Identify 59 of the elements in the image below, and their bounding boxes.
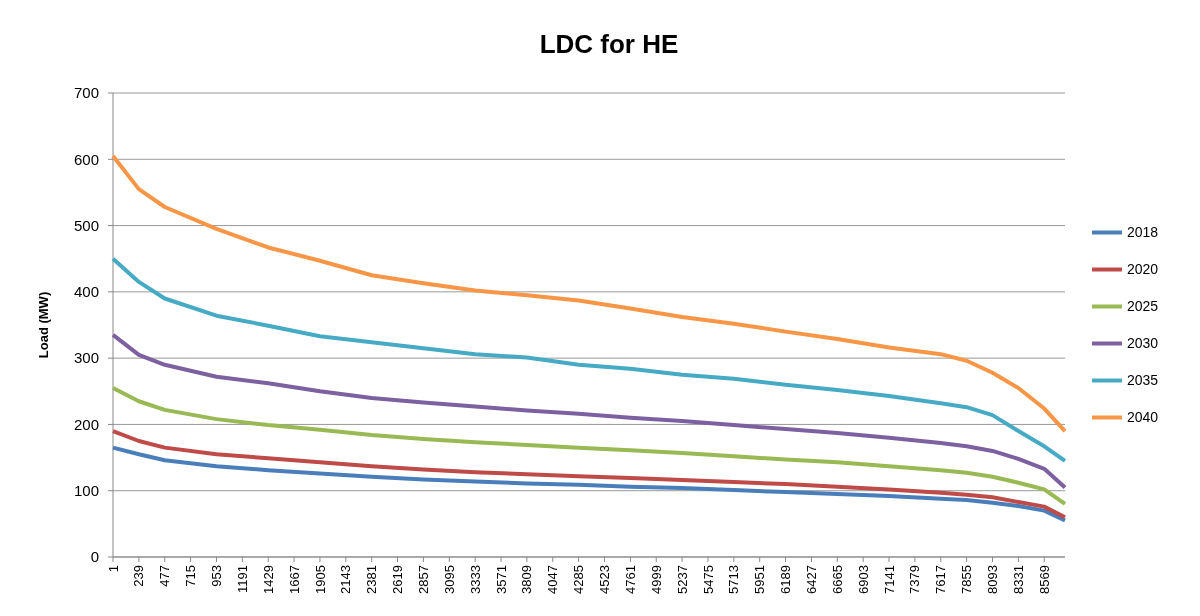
y-tick-label: 200 xyxy=(73,415,99,433)
x-tick-label: 4285 xyxy=(571,565,587,594)
y-tick-label: 0 xyxy=(90,548,99,566)
x-tick-label: 2143 xyxy=(338,565,354,594)
x-tick-label: 953 xyxy=(209,565,225,587)
y-tick-label: 100 xyxy=(73,481,99,499)
x-tick-label: 4999 xyxy=(648,565,664,594)
line-series xyxy=(111,153,1067,434)
x-tick-label: 5713 xyxy=(726,565,742,594)
x-tick-label: 1429 xyxy=(260,565,276,594)
x-tick-label: 8569 xyxy=(1036,565,1052,594)
legend-label: 2018 xyxy=(1127,224,1159,241)
x-tick-label: 8093 xyxy=(985,565,1001,594)
x-tick-label: 6427 xyxy=(803,565,819,594)
x-tick-label: 2619 xyxy=(390,565,406,594)
line-series xyxy=(111,385,1067,506)
x-tick-label: 715 xyxy=(183,565,199,587)
line-series xyxy=(111,445,1067,523)
x-tick-label: 239 xyxy=(131,565,147,587)
line-series xyxy=(111,429,1067,520)
x-tick-label: 7855 xyxy=(959,565,975,594)
y-tick-label: 400 xyxy=(73,283,99,301)
x-tick-label: 5237 xyxy=(674,565,690,594)
y-tick-label: 300 xyxy=(73,349,99,367)
y-axis-title: Load (MW) xyxy=(36,291,51,359)
x-tick-label: 2857 xyxy=(415,565,431,594)
chart-title: LDC for HE xyxy=(539,29,679,59)
y-tick-label: 600 xyxy=(73,150,99,168)
y-tick-label: 500 xyxy=(73,216,99,234)
x-tick-label: 4047 xyxy=(545,565,561,594)
x-tick-label: 3095 xyxy=(441,565,457,594)
x-tick-label: 8331 xyxy=(1010,565,1026,594)
x-tick-label: 6189 xyxy=(778,565,794,594)
x-tick-label: 5951 xyxy=(752,565,768,594)
x-tick-label: 6903 xyxy=(855,565,871,594)
x-tick-label: 2381 xyxy=(364,565,380,594)
legend-label: 2020 xyxy=(1127,261,1159,278)
x-tick-label: 3809 xyxy=(519,565,535,594)
y-tick-label: 700 xyxy=(73,84,99,102)
x-tick-label: 5475 xyxy=(700,565,716,594)
x-tick-label: 1667 xyxy=(286,565,302,594)
x-tick-label: 7617 xyxy=(933,565,949,594)
x-tick-label: 1191 xyxy=(234,565,250,593)
x-tick-label: 3333 xyxy=(467,565,483,594)
x-tick-label: 3571 xyxy=(493,565,509,594)
x-tick-label: 6665 xyxy=(829,565,845,594)
legend-label: 2035 xyxy=(1127,372,1159,389)
x-tick-label: 1905 xyxy=(312,565,328,594)
x-tick-label: 1 xyxy=(105,565,121,573)
x-tick-label: 7379 xyxy=(907,565,923,594)
legend-label: 2025 xyxy=(1127,298,1159,315)
legend-label: 2030 xyxy=(1127,335,1159,352)
legend-label: 2040 xyxy=(1127,409,1159,426)
x-tick-label: 4761 xyxy=(622,565,638,594)
line-series xyxy=(111,332,1067,490)
x-tick-label: 7141 xyxy=(881,565,897,594)
x-tick-label: 477 xyxy=(157,565,173,587)
line-series xyxy=(111,256,1067,463)
x-tick-label: 4523 xyxy=(597,565,613,594)
